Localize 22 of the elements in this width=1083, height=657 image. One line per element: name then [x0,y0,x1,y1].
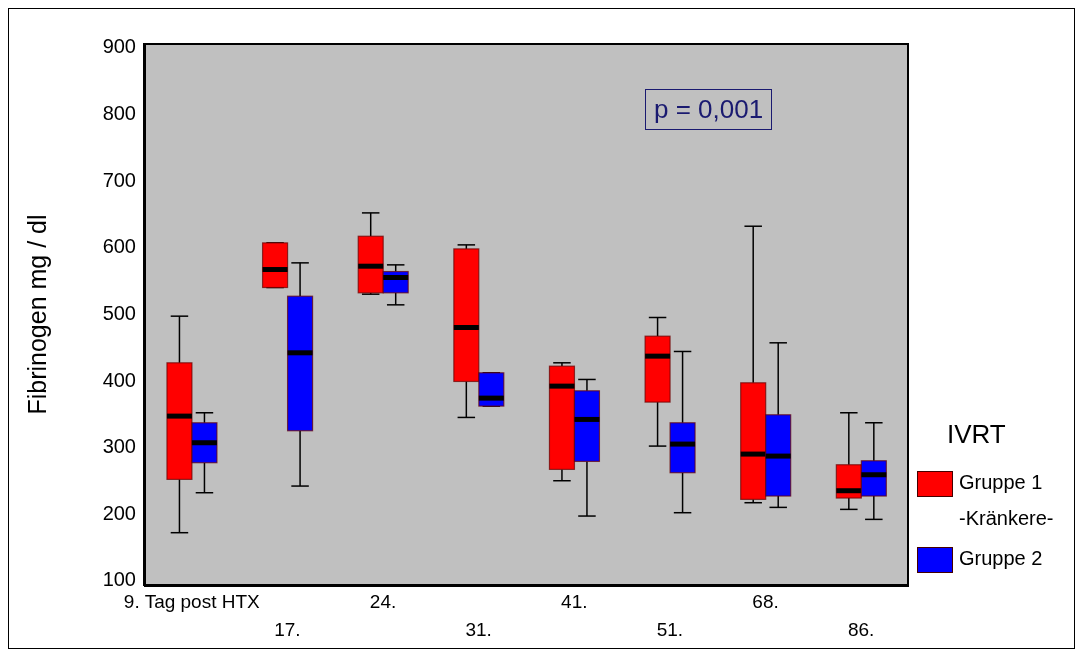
y-tick-label: 100 [102,568,136,591]
annotation: p = 0,001 [645,89,773,130]
x-tick-label: 41. [561,591,588,612]
x-tick-label: 51. [656,619,684,640]
y-tick-label: 700 [102,168,136,191]
x-tick-label: 24. [369,591,397,612]
x-tick-label: 9. Tag post HTX [123,591,261,612]
y-tick-label: 800 [102,102,136,125]
legend-title: IVRT [947,419,1007,450]
y-tick-label: 600 [102,235,136,258]
y-tick-label: 300 [102,435,136,458]
x-tick-label: 17. [274,619,301,640]
legend-label: Gruppe 2 [959,546,1043,571]
x-tick-label: 31. [465,619,492,640]
y-tick-label: 500 [102,301,136,324]
y-tick-label: 200 [102,501,136,524]
x-tick-label: 68. [752,591,779,612]
y-axis-title: Fibrinogen mg / dl [22,214,51,415]
y-tick-label: 400 [102,368,136,391]
legend-label: Gruppe 1 -Kränkere- [959,470,1054,531]
x-tick-label: 86. [847,619,875,640]
y-tick-label: 900 [102,35,136,58]
